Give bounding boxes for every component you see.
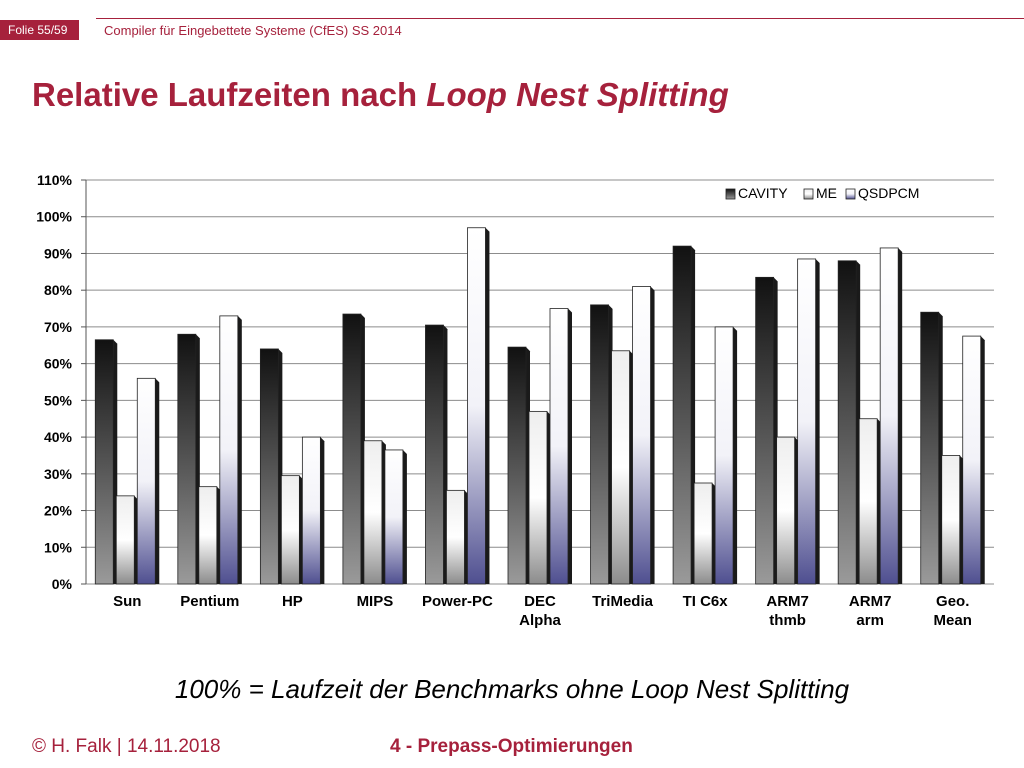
x-tick-label: Alpha [519,612,561,629]
bar-me [363,440,383,585]
bar-me [941,455,961,585]
y-tick-label: 100% [36,209,72,225]
y-tick-label: 90% [44,245,73,261]
bar-cavity [507,346,527,585]
y-tick-label: 0% [52,576,73,592]
x-tick-label: DEC [524,593,556,610]
bar-me [115,495,135,585]
bar-cavity [177,333,197,585]
x-tick-label: MIPS [357,593,394,610]
bar-qsdpcm [467,227,486,585]
bar-qsdpcm [797,258,817,585]
bar-cavity [672,245,692,585]
bar-cavity [755,276,775,585]
bar-qsdpcm-side [320,437,325,584]
bar-qsdpcm-side [980,336,985,584]
bar-qsdpcm-side [485,227,490,584]
y-tick-label: 30% [44,466,73,482]
bar-cavity [425,324,444,585]
footer-author: © H. Falk | 14.11.2018 [32,736,221,757]
course-title: Compiler für Eingebettete Systeme (CfES)… [104,23,402,38]
slide-title-italic: Loop Nest Splitting [426,76,729,113]
bar-me [611,350,630,585]
bar-me [280,475,300,585]
x-tick-label: TriMedia [592,593,654,610]
y-tick-label: 80% [44,282,73,298]
legend-label-cavity: CAVITY [738,185,788,201]
y-tick-label: 50% [44,392,73,408]
y-tick-label: 40% [44,429,73,445]
bar-qsdpcm [879,247,899,585]
bar-qsdpcm [632,286,651,585]
bar-qsdpcm [301,436,321,585]
bar-qsdpcm [549,308,569,585]
bar-cavity [259,348,279,585]
bar-qsdpcm [219,315,239,585]
header-rule [96,18,1024,19]
y-tick-label: 70% [44,319,73,335]
bar-qsdpcm-side [155,378,160,584]
bar-me [776,436,796,585]
x-tick-label: Sun [113,593,141,610]
slide-number-badge: Folie 55/59 [0,20,80,40]
bar-cavity [837,260,857,585]
x-tick-label: ARM7 [849,593,892,610]
bar-chart: 0% 10% 20% 30% 40% 50% 60% 70% 80% 90% 100% 110% Sun… [36,172,994,629]
bar-qsdpcm-side [568,308,572,584]
legend-swatch-me [803,188,814,200]
y-tick-label: 110% [37,172,73,188]
bar-qsdpcm-side [733,326,738,584]
y-tick-label: 20% [44,503,73,519]
x-tick-label: Pentium [180,593,239,610]
x-tick-label: thmb [769,612,806,629]
y-tick-label: 10% [44,539,73,555]
x-tick-label: ARM7 [766,593,809,610]
bar-qsdpcm-side [402,449,407,584]
bar-cavity [590,304,609,585]
bar-qsdpcm-side [650,286,655,584]
bar-me [528,410,548,585]
bar-qsdpcm-side [815,258,820,584]
x-tick-label: arm [856,612,884,629]
bar-qsdpcm-side [237,315,242,584]
bar-me [693,482,713,585]
x-tick-label: TI C6x [683,593,729,610]
x-tick-label: Mean [934,612,972,629]
bar-cavity [94,339,114,585]
y-tick-label: 60% [44,356,73,372]
x-tick-label: HP [282,593,303,610]
legend-label-me: ME [816,185,837,201]
bar-qsdpcm [962,335,982,585]
bar-qsdpcm [384,449,404,585]
footer-chapter: 4 - Prepass-Optimierungen [390,736,633,757]
slide-title: Relative Laufzeiten nach Loop Nest Split… [32,76,729,114]
legend-swatch-cavity [725,188,736,200]
slide-title-plain: Relative Laufzeiten nach [32,76,427,113]
x-tick-label: Power-PC [422,593,493,610]
x-tick-label: Geo. [936,593,969,610]
legend-swatch-qsdpcm [845,188,856,200]
chart-caption: 100% = Laufzeit der Benchmarks ohne Loop… [174,674,850,704]
bar-qsdpcm-side [898,247,903,585]
bar-cavity [920,311,940,585]
bar-qsdpcm [136,377,156,585]
bar-me [858,418,878,585]
bar-qsdpcm [714,326,734,585]
bar-cavity [342,313,362,585]
legend-label-qsdpcm: QSDPCM [858,185,919,201]
bar-me [446,489,465,585]
bar-me [198,486,218,585]
